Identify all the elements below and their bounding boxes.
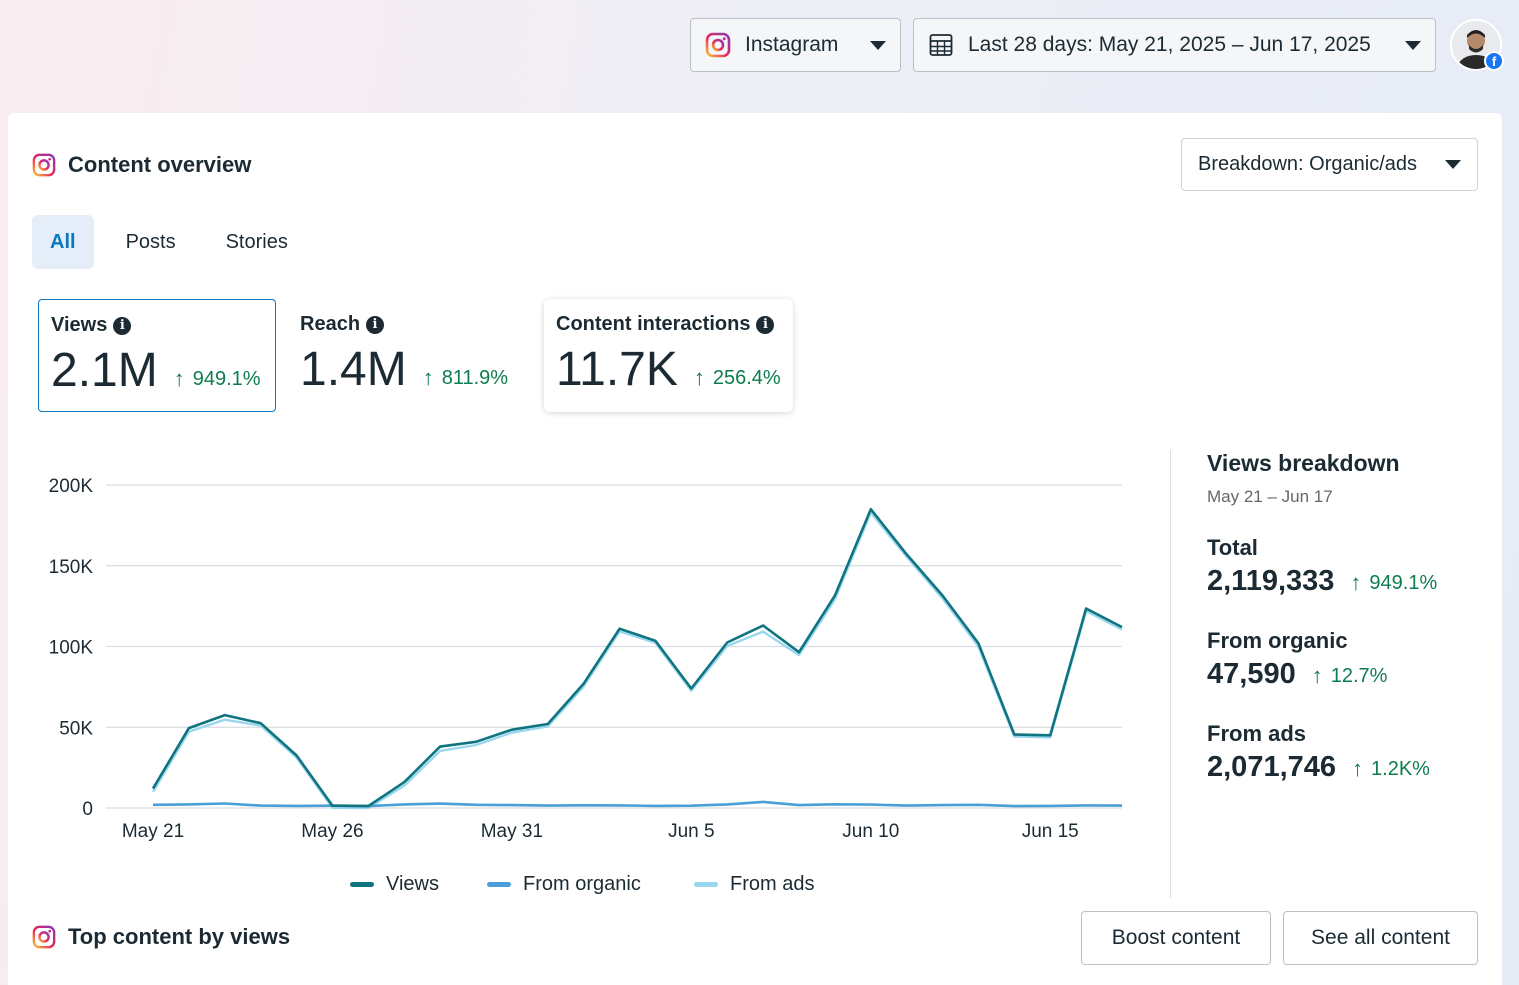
arrow-up-icon: ↑ [173, 366, 185, 391]
top-content-title: Top content by views [68, 924, 291, 949]
organic-value: 47,590 [1207, 658, 1296, 690]
metric-interactions-growth-value: 256.4% [712, 366, 781, 389]
x-tick-label: May 21 [122, 821, 184, 842]
caret-down-icon [870, 40, 886, 50]
platform-label: Instagram [745, 33, 839, 56]
metric-reach-label: Reach [300, 313, 361, 335]
legend-item-organic[interactable]: From organic [487, 873, 641, 896]
facebook-badge-icon: f [1484, 51, 1504, 71]
ads-growth-value: 1.2K% [1371, 757, 1430, 780]
tab-posts[interactable]: Posts [125, 230, 176, 253]
legend-swatch-organic [487, 882, 511, 887]
metric-interactions-label: Content interactions [556, 313, 751, 335]
arrow-up-icon: ↑ [1311, 663, 1323, 688]
content-overview-header: Content overview [32, 152, 251, 178]
x-tick-label: May 31 [481, 821, 543, 842]
date-range-selector[interactable]: Last 28 days: May 21, 2025 – Jun 17, 202… [913, 18, 1436, 72]
y-tick-label: 150K [49, 557, 94, 578]
x-tick-label: Jun 15 [1022, 821, 1079, 842]
legend-swatch-ads [694, 882, 718, 887]
metric-reach-growth: ↑ 811.9% [423, 365, 508, 391]
chart-series [151, 507, 1123, 810]
profile-photo [1452, 21, 1500, 69]
date-range-label: Last 28 days: May 21, 2025 – Jun 17, 202… [968, 33, 1371, 56]
metric-views-growth: ↑ 949.1% [174, 366, 261, 392]
y-tick-label: 50K [59, 718, 93, 739]
breakdown-selector[interactable]: Breakdown: Organic/ads [1181, 138, 1478, 191]
content-tabs: All Posts Stories [32, 215, 320, 269]
content-overview-card: Content overview Breakdown: Organic/ads … [8, 113, 1502, 985]
caret-down-icon [1405, 40, 1421, 50]
y-tick-label: 200K [49, 476, 94, 497]
ads-growth: ↑ 1.2K% [1352, 756, 1430, 782]
legend-label-views: Views [386, 873, 439, 895]
metric-views[interactable]: Views i 2.1M ↑ 949.1% [38, 299, 276, 412]
legend-item-ads[interactable]: From ads [694, 873, 814, 896]
boost-content-button[interactable]: Boost content [1081, 911, 1271, 965]
series-line-ads [151, 511, 1123, 810]
x-tick-label: Jun 5 [668, 821, 714, 842]
metric-interactions-growth: ↑ 256.4% [694, 365, 781, 391]
arrow-up-icon: ↑ [1352, 756, 1364, 781]
ads-value: 2,071,746 [1207, 751, 1337, 783]
metric-reach-growth-value: 811.9% [441, 366, 509, 389]
account-avatar[interactable]: f [1450, 19, 1504, 71]
metric-reach-value: 1.4M [300, 343, 407, 396]
x-tick-label: May 26 [301, 821, 363, 842]
legend-item-views[interactable]: Views [350, 873, 439, 896]
instagram-icon [32, 153, 56, 177]
total-label: Total [1207, 535, 1258, 560]
legend-swatch-views [350, 882, 374, 887]
tab-stories[interactable]: Stories [225, 230, 288, 253]
ads-label: From ads [1207, 721, 1307, 746]
info-icon[interactable]: i [756, 315, 775, 334]
legend-label-organic: From organic [523, 873, 641, 895]
organic-label: From organic [1207, 628, 1348, 653]
breakdown-label: Breakdown: Organic/ads [1198, 153, 1418, 175]
views-breakdown-range: May 21 – Jun 17 [1207, 487, 1333, 506]
info-icon[interactable]: i [113, 316, 132, 335]
caret-down-icon [1445, 160, 1461, 169]
views-line-chart: 0 50K 100K 150K 200K May 21 May 26 May 31 Jun 5… [49, 476, 1123, 842]
organic-growth-value: 12.7% [1330, 664, 1388, 687]
total-growth-value: 949.1% [1369, 571, 1438, 594]
tab-all[interactable]: All [32, 215, 94, 269]
content-overview-title: Content overview [68, 152, 252, 177]
views-breakdown-panel: Views breakdown May 21 – Jun 17 Total 2,… [1207, 450, 1437, 784]
organic-growth: ↑ 12.7% [1312, 663, 1388, 689]
calendar-table-icon [929, 34, 953, 56]
y-tick-label: 0 [82, 799, 93, 820]
metric-views-label: Views [51, 314, 108, 336]
arrow-up-icon: ↑ [422, 365, 434, 390]
info-icon[interactable]: i [366, 315, 385, 334]
metric-interactions-value: 11.7K [556, 343, 678, 396]
top-content-header: Top content by views [32, 924, 290, 950]
legend-label-ads: From ads [730, 873, 815, 895]
views-breakdown-title: Views breakdown [1207, 450, 1400, 476]
y-tick-label: 100K [49, 638, 94, 659]
series-line-organic [152, 800, 1123, 808]
metric-content-interactions[interactable]: Content interactions i 11.7K ↑ 256.4% [544, 299, 793, 412]
instagram-icon [705, 32, 731, 58]
platform-selector[interactable]: Instagram [690, 18, 901, 72]
arrow-up-icon: ↑ [1350, 570, 1362, 595]
metric-reach[interactable]: Reach i 1.4M ↑ 811.9% [288, 299, 533, 412]
chart-y-axis: 0 50K 100K 150K 200K [49, 476, 94, 820]
instagram-icon [32, 925, 56, 949]
metric-views-value: 2.1M [51, 344, 158, 397]
total-growth: ↑ 949.1% [1350, 570, 1437, 596]
panel-divider [1170, 450, 1171, 898]
see-all-content-button[interactable]: See all content [1283, 911, 1478, 965]
chart-x-axis: May 21 May 26 May 31 Jun 5 Jun 10 Jun 15 [122, 821, 1079, 842]
chart-grid [106, 484, 1122, 809]
x-tick-label: Jun 10 [842, 821, 899, 842]
total-value: 2,119,333 [1207, 565, 1335, 597]
arrow-up-icon: ↑ [693, 365, 705, 390]
metric-views-growth-value: 949.1% [192, 367, 261, 390]
series-line-views [151, 507, 1123, 808]
